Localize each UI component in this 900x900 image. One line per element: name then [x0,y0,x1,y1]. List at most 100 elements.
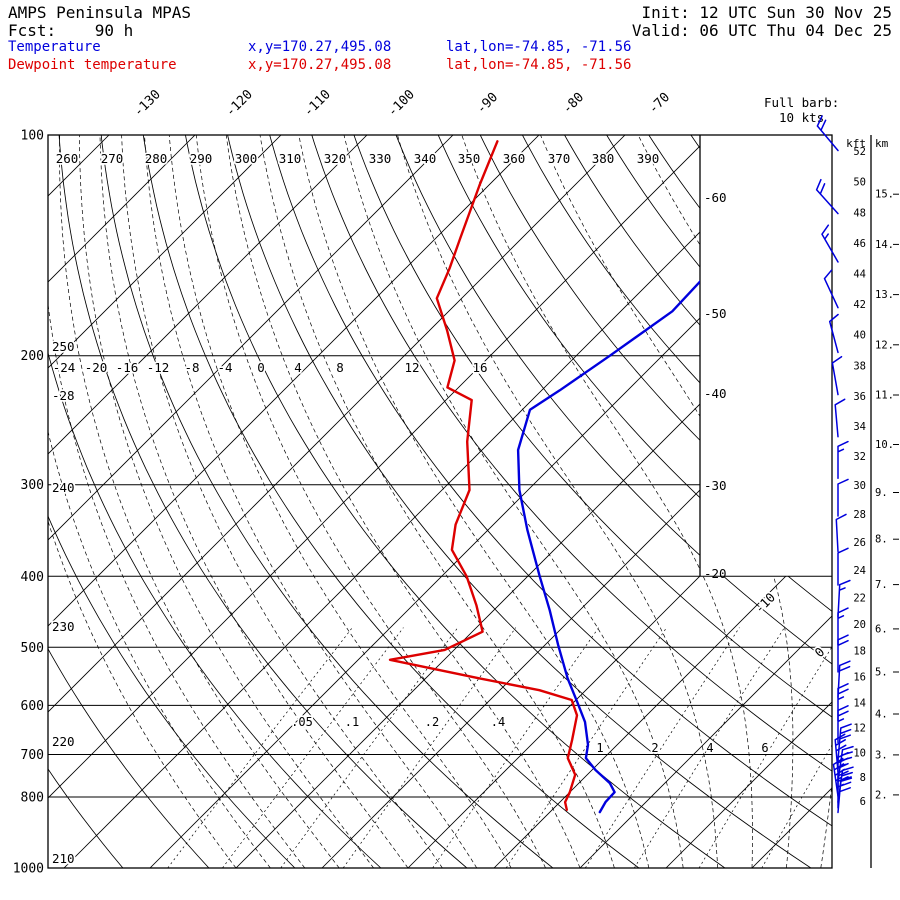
moist-adiabat-label: 12 [404,360,419,375]
top-isotherm-label: -70 [646,90,673,117]
isotherm-line [493,135,832,868]
wind-barb [834,733,847,773]
right-isotherm-label: -30 [704,478,727,493]
mixing-ratio-line [505,627,667,868]
dry-adiabat-label: 220 [52,734,75,749]
chart-frame [47,134,872,869]
wind-barb [832,757,846,797]
isotherm-line [48,135,110,868]
isotherm-line [235,135,832,868]
isotherm-lines [48,135,832,868]
pressure-tick-label: 800 [21,790,44,805]
mixing-ratio-label: 6 [761,741,768,755]
wind-barb [837,634,849,673]
dry-adiabat-label: 270 [101,151,124,166]
kft-tick-label: 40 [853,330,866,342]
wind-barb [837,579,851,618]
moist-adiabat-line [259,135,615,868]
legend-dewpoint-label: Dewpoint temperature [8,57,177,73]
km-tick-label: 7. [875,579,888,591]
dry-adiabat-lines [48,135,832,868]
kft-tick-label: 28 [853,509,866,521]
isotherm-line [63,135,798,868]
axis-labels: kft km 1002003004005006007008001000-130-… [13,87,894,876]
wind-barb [816,115,839,152]
dry-adiabat-label: 310 [279,151,302,166]
kft-tick-label: 48 [853,207,866,219]
dry-adiabat-line [223,135,812,868]
moist-adiabat-line [298,135,650,868]
kft-tick-label: 34 [853,421,866,433]
dry-adiabat-label: 280 [145,151,168,166]
kft-tick-label: 14 [853,697,866,709]
kft-tick-label: 20 [853,619,866,631]
kft-tick-label: 16 [853,672,866,684]
km-tick-label: 13. [875,289,894,301]
pressure-tick-label: 400 [21,570,44,585]
wind-barbs [815,115,854,814]
moist-adiabat-line [99,135,409,868]
km-tick-label: 8. [875,534,888,546]
isotherm-line [48,135,540,868]
mixing-ratio-line [634,627,785,868]
moist-adiabat-label: -16 [116,360,139,375]
mixing-ratio-label: .05 [291,715,313,729]
wind-barb [823,269,839,309]
isotherm-line [321,135,832,868]
mixing-ratio-line [280,627,459,868]
kft-tick-label: 52 [853,146,866,158]
wind-barb [837,705,849,744]
wind-barb [828,313,839,354]
top-isotherm-label: -130 [131,87,164,120]
moist-adiabat-label: -12 [147,360,170,375]
chart-border [47,134,833,869]
moist-adiabat-line [48,135,271,868]
dry-adiabat-line [140,135,640,868]
moist-adiabat-line [397,135,718,868]
kft-tick-label: 10 [853,748,866,760]
dry-adiabat-label: 350 [458,151,481,166]
isotherm-line [48,135,712,868]
dry-adiabat-label: 300 [235,151,258,166]
moist-adiabat-label: 0 [257,360,265,375]
moist-adiabat-label: -28 [52,388,75,403]
dry-adiabat-line [596,135,832,868]
moist-adiabat-label: 8 [336,360,344,375]
isotherm-label: -10 [752,590,779,617]
kft-tick-label: 24 [853,565,866,577]
kft-tick-label: 42 [853,299,866,311]
dry-adiabat-label: 290 [190,151,213,166]
model-title: AMPS Peninsula MPAS [8,3,192,22]
legend-dewpoint-xy: x,y=170.27,495.08 [248,57,392,73]
km-tick-label: 15. [875,189,894,201]
km-axis-header: km [875,137,889,150]
km-tick-label: 10. [875,439,894,451]
pressure-tick-label: 100 [21,129,44,144]
mixing-ratio-line [432,627,599,868]
wind-barb [837,440,849,480]
dry-adiabat-label: 370 [548,151,571,166]
km-tick-label: 6. [875,623,888,635]
mixing-ratio-label: 1 [596,741,603,755]
kft-tick-label: 32 [853,451,866,463]
wind-barb [821,224,839,263]
wind-barb [831,355,843,396]
isotherm-line [48,135,282,868]
dry-adiabat-line [48,135,210,868]
dry-adiabat-label: 240 [52,480,75,495]
mixing-ratio-lines [167,627,832,868]
dry-adiabat-label: 320 [324,151,347,166]
pressure-tick-label: 200 [21,349,44,364]
wind-barb [837,683,849,722]
moist-adiabat-label: 16 [472,360,487,375]
isotherm-line [48,135,454,868]
kft-tick-label: 50 [853,177,866,189]
dry-adiabat-label: 230 [52,619,75,634]
dry-adiabat-label: 390 [637,151,660,166]
top-isotherm-label: -90 [474,90,501,117]
km-tick-label: 12. [875,339,894,351]
moist-adiabat-line [168,135,512,868]
isotherm-line [149,135,832,868]
